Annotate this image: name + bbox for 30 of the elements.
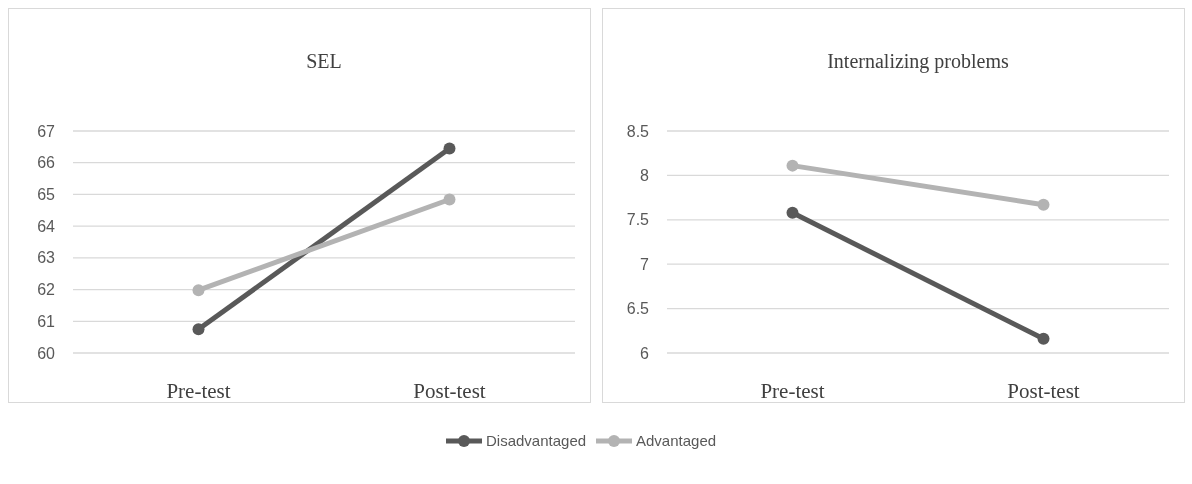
point <box>1037 332 1050 345</box>
y-tick-label: 6.5 <box>626 300 650 318</box>
x-tick-label: Post-test <box>1007 379 1080 403</box>
y-tick-label: 7.5 <box>626 211 650 229</box>
point <box>786 206 799 219</box>
y-tick-label: 62 <box>37 281 56 299</box>
legend-label: Disadvantaged <box>486 432 587 450</box>
y-tick-label: 67 <box>37 122 56 140</box>
x-tick-label: Post-test <box>413 379 486 403</box>
y-tick-label: 61 <box>37 312 56 330</box>
point <box>786 159 799 172</box>
legend-label: Advantaged <box>636 432 717 450</box>
y-tick-label: 66 <box>37 154 56 172</box>
y-tick-label: 7 <box>640 255 650 273</box>
chart-title: SEL <box>306 50 342 72</box>
point <box>192 284 205 297</box>
y-tick-label: 63 <box>37 249 56 267</box>
y-tick-label: 64 <box>37 217 56 235</box>
point <box>192 323 205 336</box>
point <box>1037 198 1050 211</box>
y-tick-label: 65 <box>37 186 56 204</box>
x-tick-label: Pre-test <box>166 379 231 403</box>
y-tick-label: 8 <box>640 167 650 184</box>
y-tick-label: 8.5 <box>626 122 650 140</box>
y-tick-label: 6 <box>640 344 650 362</box>
y-tick-label: 60 <box>37 344 56 362</box>
point <box>443 193 456 206</box>
x-tick-label: Pre-test <box>760 379 825 403</box>
chart-title: Internalizing problems <box>827 50 1010 73</box>
point <box>443 142 456 155</box>
